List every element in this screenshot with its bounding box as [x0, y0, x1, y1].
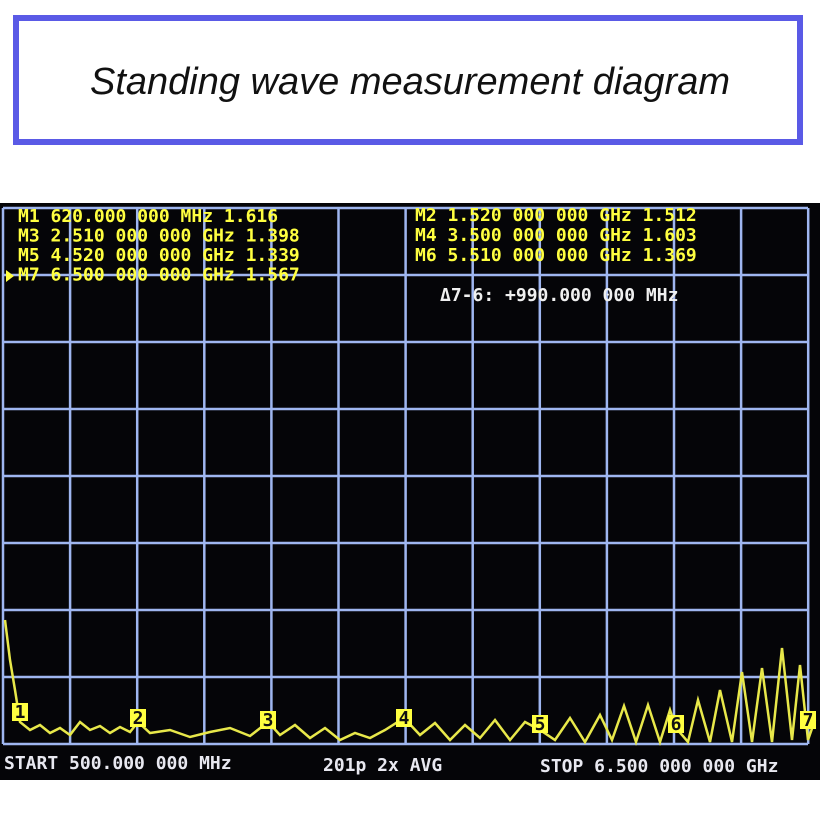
marker-flag-label: 3 — [263, 710, 274, 731]
marker-flag — [800, 711, 816, 729]
marker-flag-label: 1 — [15, 702, 26, 723]
start-frequency: START 500.000 000 MHz — [4, 753, 232, 774]
grid — [1, 206, 810, 746]
marker-flag — [130, 709, 146, 727]
title-banner — [13, 15, 803, 145]
marker-flag-label: 4 — [399, 708, 410, 729]
marker-flag-label: 7 — [803, 710, 814, 731]
marker-readout: M3 2.510 000 000 GHz 1.398 — [18, 226, 300, 247]
marker-readout: M7 6.500 000 000 GHz 1.567 — [18, 265, 300, 286]
marker-flag — [396, 709, 412, 727]
marker-flag — [532, 715, 548, 733]
marker-readout: M5 4.520 000 000 GHz 1.339 — [18, 245, 300, 266]
marker-readout: M1 620.000 000 MHz 1.616 — [18, 206, 278, 227]
marker-flag-label: 2 — [133, 708, 144, 729]
marker-readout: M2 1.520 000 000 GHz 1.512 — [415, 205, 697, 226]
stop-frequency: STOP 6.500 000 000 GHz — [540, 756, 778, 777]
trace — [3, 619, 817, 747]
active-marker-arrow — [6, 270, 14, 282]
marker-flag — [260, 711, 276, 729]
marker-flag — [12, 703, 28, 721]
title: Standing wave measurement diagram — [90, 61, 730, 103]
delta-readout: Δ7-6: +990.000 000 MHz — [440, 285, 678, 306]
marker-flag-label: 6 — [671, 714, 682, 735]
marker-readout: M4 3.500 000 000 GHz 1.603 — [415, 225, 697, 246]
marker-flag-label: 5 — [535, 714, 546, 735]
marker-readout: M6 5.510 000 000 GHz 1.369 — [415, 245, 697, 266]
screen — [0, 203, 820, 780]
marker-flag — [668, 715, 684, 733]
sweep-settings: 201p 2x AVG — [323, 755, 442, 776]
